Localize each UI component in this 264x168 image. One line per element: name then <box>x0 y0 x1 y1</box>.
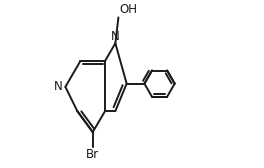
Text: OH: OH <box>120 3 138 16</box>
Text: Br: Br <box>86 148 99 161</box>
Text: N: N <box>54 80 63 93</box>
Text: N: N <box>111 30 120 43</box>
